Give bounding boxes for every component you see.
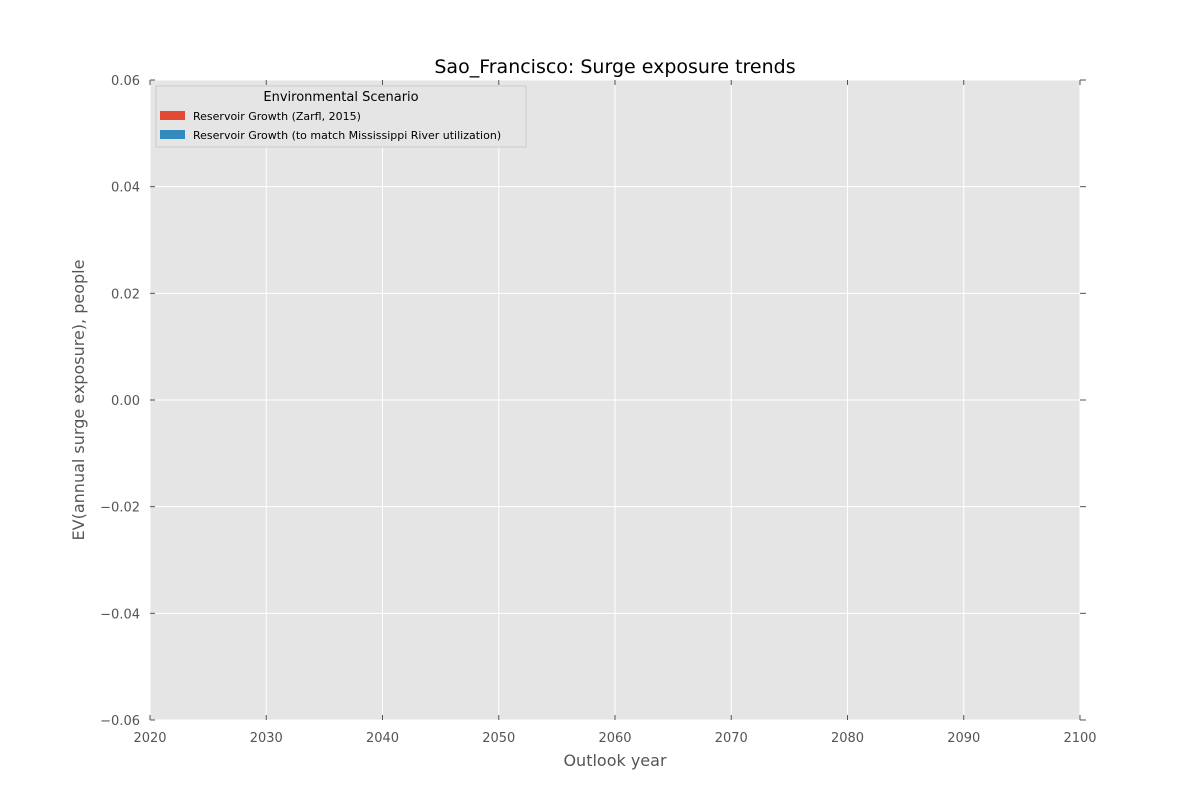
grid-lines: [149, 79, 1081, 721]
y-tick-label: 0.00: [111, 394, 140, 409]
y-tick-label: −0.04: [100, 607, 140, 622]
legend-frame: [155, 85, 527, 148]
x-tick-label: 2070: [715, 731, 748, 746]
x-tick-label: 2060: [598, 731, 631, 746]
legend: Environmental Scenario Reservoir Growth …: [155, 85, 527, 148]
y-tick-label: 0.02: [111, 287, 140, 302]
y-tick-label: −0.06: [100, 714, 140, 729]
y-tick-labels: −0.06 −0.04 −0.02 0.00 0.02 0.04 0.06: [100, 74, 140, 729]
x-tick-label: 2100: [1063, 731, 1096, 746]
y-tick-label: 0.04: [111, 181, 140, 196]
y-tick-label: 0.06: [111, 74, 140, 89]
legend-title: Environmental Scenario: [263, 90, 418, 105]
x-tick-label: 2090: [947, 731, 980, 746]
x-tick-label: 2020: [133, 731, 166, 746]
chart-title: Sao_Francisco: Surge exposure trends: [434, 56, 795, 78]
tick-marks: [149, 79, 1086, 721]
x-tick-label: 2080: [831, 731, 864, 746]
legend-swatch-zarfl: [160, 111, 185, 120]
y-tick-label: −0.02: [100, 501, 140, 516]
legend-label-zarfl: Reservoir Growth (Zarfl, 2015): [193, 110, 361, 123]
legend-swatch-mississippi: [160, 130, 185, 139]
x-tick-label: 2040: [366, 731, 399, 746]
x-tick-label: 2030: [250, 731, 283, 746]
legend-label-mississippi: Reservoir Growth (to match Mississippi R…: [193, 129, 501, 142]
x-axis-label: Outlook year: [563, 751, 667, 770]
x-tick-labels: 2020 2030 2040 2050 2060 2070 2080 2090 2100: [133, 731, 1096, 746]
x-tick-label: 2050: [482, 731, 515, 746]
y-axis-label: EV(annual surge exposure), people: [69, 260, 88, 541]
